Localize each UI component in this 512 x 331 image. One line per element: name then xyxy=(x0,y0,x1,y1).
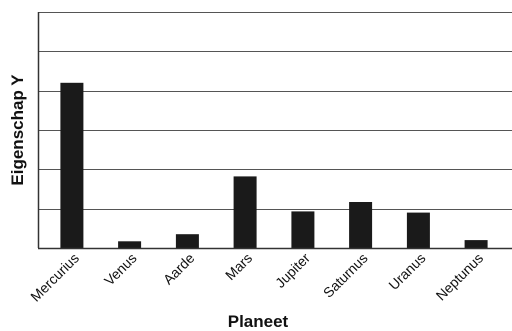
x-tick-label-uranus: Uranus xyxy=(385,250,428,293)
gridlines xyxy=(38,12,512,210)
bar-uranus xyxy=(406,212,430,248)
x-axis-label: Planeet xyxy=(228,312,289,331)
bar-mercurius xyxy=(60,82,84,248)
bar-aarde xyxy=(175,234,199,248)
x-tick-label-jupiter: Jupiter xyxy=(272,250,313,291)
bar-neptunus xyxy=(464,240,488,248)
bar-jupiter xyxy=(291,211,315,248)
bar-mars xyxy=(233,176,257,248)
x-tick-label-mercurius: Mercurius xyxy=(27,250,82,305)
x-tick-label-saturnus: Saturnus xyxy=(320,250,371,301)
bar-saturnus xyxy=(349,202,373,248)
x-tick-label-neptunus: Neptunus xyxy=(433,250,487,304)
x-tick-label-venus: Venus xyxy=(101,250,140,289)
x-tick-label-mars: Mars xyxy=(222,250,255,283)
axes xyxy=(37,12,512,250)
y-axis-label: Eigenschap Y xyxy=(8,74,27,186)
bars xyxy=(60,82,488,248)
bar-venus xyxy=(118,241,142,248)
x-tick-label-aarde: Aarde xyxy=(160,250,198,288)
x-tick-labels: Mercurius Venus Aarde Mars Jupiter Saturnus Ur… xyxy=(27,250,486,305)
